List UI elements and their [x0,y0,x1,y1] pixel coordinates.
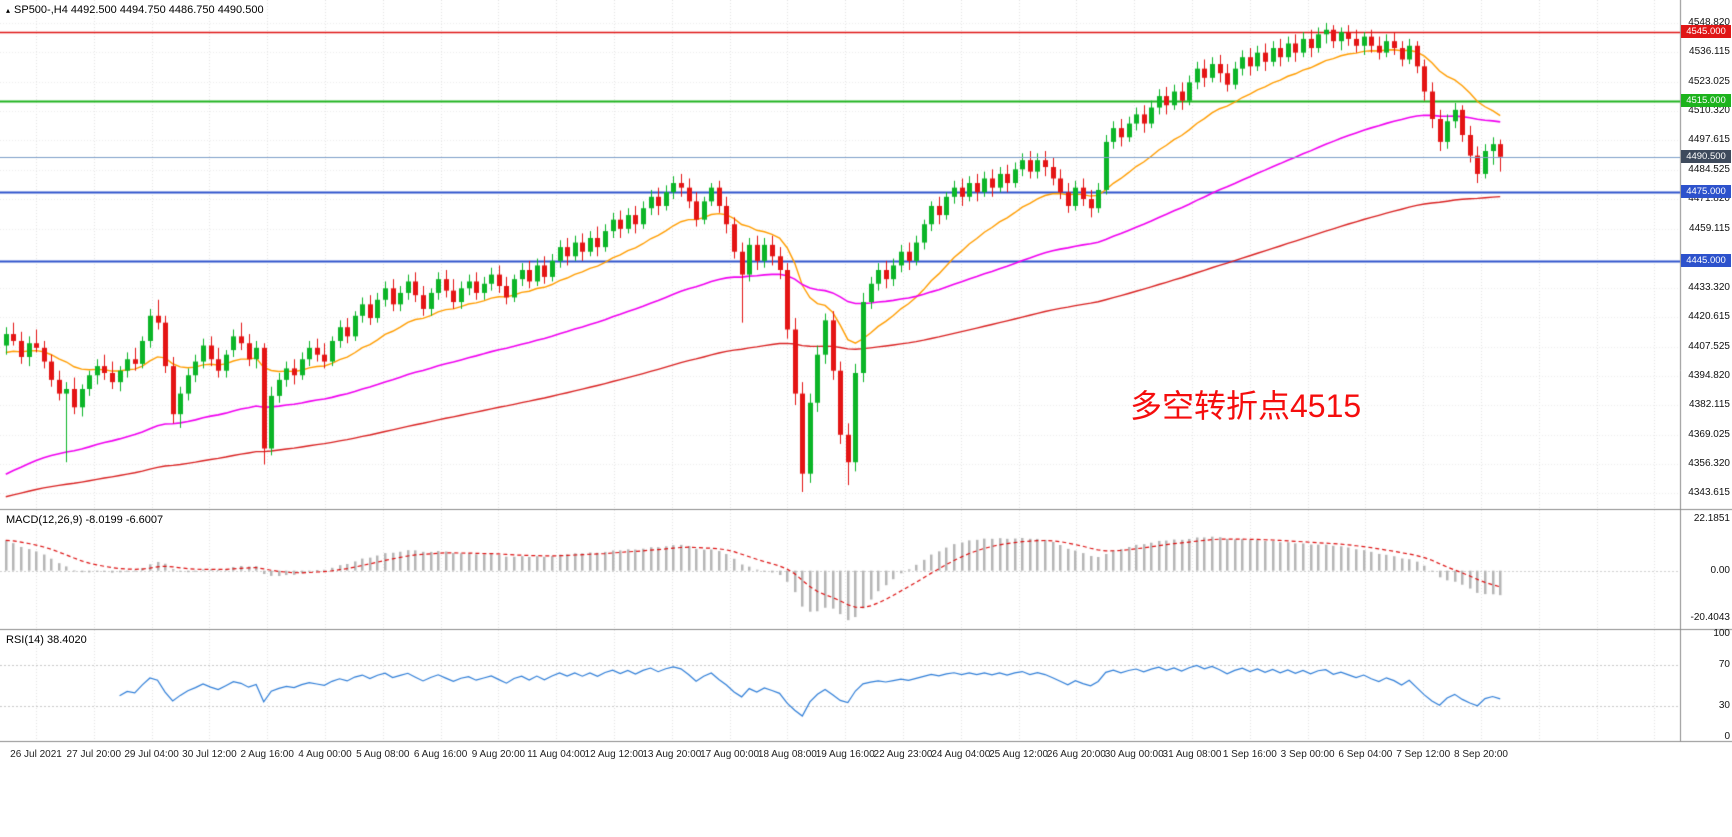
price-line-badge[interactable]: 4515.000 [1681,93,1731,107]
symbol-ohlc-values: 4492.500 4494.750 4486.750 4490.500 [70,4,264,16]
time-axis-label: 13 Aug 20:00 [642,749,702,760]
chart-text-annotation[interactable]: 多空转折点4515 [1130,388,1362,424]
time-axis-label: 26 Aug 20:00 [1046,749,1106,760]
macd-indicator-label: MACD(12,26,9) -8.0199 -6.6007 [6,514,163,526]
price-line-badge[interactable]: 4445.000 [1681,253,1731,267]
time-axis-label: 29 Jul 04:00 [124,749,179,760]
time-axis-label: 8 Sep 20:00 [1454,749,1508,760]
macd-axis-label: 0.00 [1710,564,1730,576]
time-axis-label: 6 Sep 04:00 [1338,749,1393,760]
rsi-value: 38.4020 [46,634,87,646]
time-axis-label: 11 Aug 04:00 [527,749,586,760]
macd-axis-label: -20.4043 [1690,612,1730,624]
price-grid-label: 4536.115 [1689,46,1730,58]
price-grid-label: 4420.615 [1688,310,1730,322]
time-axis-label: 7 Sep 12:00 [1396,749,1451,760]
price-grid-label: 4523.025 [1688,76,1730,88]
time-axis-label: 5 Aug 08:00 [356,749,410,760]
time-axis-label: 2 Aug 16:00 [240,749,294,760]
symbol-title: SP500-,H4 [14,4,68,16]
time-axis-label: 6 Aug 16:00 [413,749,468,760]
time-axis-label: 27 Jul 20:00 [66,749,122,760]
macd-values: -8.0199 -6.6007 [85,514,164,526]
rsi-axis-label: 70 [1718,658,1730,670]
price-line-badge[interactable]: 4545.000 [1681,25,1731,39]
time-axis-label: 17 Aug 00:00 [700,749,760,760]
bid-price-badge: 4490.500 [1681,149,1731,163]
price-grid-label: 4510.320 [1688,105,1730,117]
time-axis-label: 3 Sep 00:00 [1280,749,1335,760]
macd-axis-label: 22.1851 [1693,512,1730,524]
price-grid-label: 4407.525 [1688,340,1730,352]
time-axis-label: 18 Aug 08:00 [757,749,817,760]
time-axis[interactable]: 26 Jul 2021 27 Jul 20:00 29 Jul 04:00 30 Ju… [0,749,1690,769]
price-grid-label: 4343.615 [1688,486,1730,498]
time-axis-label: 24 Aug 04:00 [931,749,991,760]
price-grid-label: 4356.320 [1688,457,1730,469]
time-axis-label: 30 Aug 00:00 [1104,749,1164,760]
time-axis-label: 9 Aug 20:00 [471,749,526,760]
price-grid-label: 4471.820 [1688,193,1730,205]
rsi-axis-label: 30 [1718,700,1730,712]
macd-name: MACD(12,26,9) [6,514,83,526]
time-axis-label: 4 Aug 00:00 [298,749,352,760]
time-axis-label: 22 Aug 23:00 [873,749,933,760]
time-axis-label: 26 Jul 2021 [10,749,62,760]
time-axis-label: 19 Aug 16:00 [815,749,875,760]
price-line-badge[interactable]: 4475.000 [1681,185,1731,199]
rsi-axis-label: 0 [1724,730,1730,742]
price-grid-label: 4497.615 [1688,134,1730,146]
price-grid-label: 4382.115 [1689,398,1730,410]
symbol-info: ▴ SP500-,H4 4492.500 4494.750 4486.750 44… [6,4,264,16]
price-grid-label: 4548.820 [1688,17,1730,29]
price-grid-label: 4484.525 [1688,164,1730,176]
time-axis-label: 1 Sep 16:00 [1222,749,1277,760]
time-axis-label: 25 Aug 12:00 [989,749,1049,760]
time-axis-label: 31 Aug 08:00 [1162,749,1222,760]
rsi-name: RSI(14) [6,634,44,646]
rsi-indicator-label: RSI(14) 38.4020 [6,634,87,646]
symbol-marker-icon: ▴ [6,6,11,15]
price-grid-label: 4459.115 [1689,222,1730,234]
price-grid-label: 4433.320 [1688,281,1730,293]
time-axis-label: 30 Jul 12:00 [182,749,237,760]
price-grid-label: 4369.025 [1688,428,1730,440]
price-grid-label: 4394.820 [1688,369,1730,381]
rsi-axis-label: 100 [1713,628,1730,640]
time-axis-label: 12 Aug 12:00 [584,749,644,760]
